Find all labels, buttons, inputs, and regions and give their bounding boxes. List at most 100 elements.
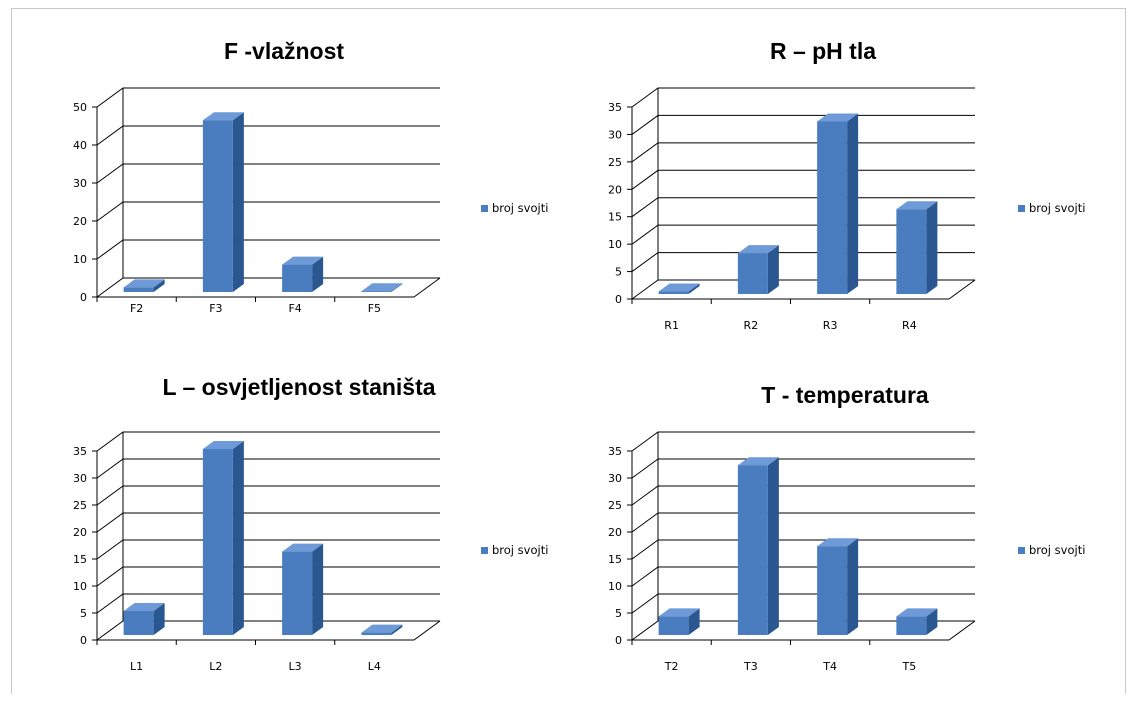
bar-top [202,441,244,449]
legend-label: broj svojti [492,543,548,557]
legend: broj svojti [481,543,548,557]
gridline [96,566,440,587]
gridline [631,142,975,163]
floor-right-edge [948,620,976,641]
y-tick-label: 40 [73,139,87,152]
bar-side [232,112,244,292]
bar-side [312,256,324,292]
bar-top [817,113,859,122]
gridline [631,87,975,108]
bar-front [817,121,848,294]
floor-right-edge [413,277,441,298]
gridline [96,163,440,184]
bar-front [361,632,392,635]
legend-label: broj svojti [1029,543,1085,557]
bar-top [282,543,324,552]
gridline [96,512,440,533]
y-tick-label: 15 [608,553,622,566]
bar-side [926,608,938,635]
x-tick-label: T4 [822,660,837,673]
x-tick-label: L4 [368,660,381,673]
bar-T4 [817,538,859,635]
y-tick-label: 0 [615,293,622,306]
legend: broj svojti [1018,543,1085,557]
legend-marker [481,205,488,212]
bar-front [817,546,848,635]
y-tick-label: 30 [608,128,622,141]
chart-4: T - temperatura 0 5 10 15 20 25 30 35 T2 T3 T4 T5 bro… [608,382,1085,673]
floor-right-edge [413,620,441,641]
gridline [96,125,440,146]
legend-label: broj svojti [1029,201,1085,215]
bar-T2 [658,608,700,635]
bar-front [658,616,689,635]
bar-side [847,538,859,635]
gridline [96,539,440,560]
bar-side [153,603,165,635]
bar-front [202,449,233,635]
x-tick-label: L2 [209,660,222,673]
gridline [96,87,440,108]
bar-top [737,457,779,466]
chart-2: R – pH tla 0 5 10 15 20 25 30 35 R1 R2 R3 R4 broj svo… [608,38,1085,332]
y-tick-label: 10 [608,580,622,593]
bar-front [123,611,154,635]
y-tick-label: 10 [608,238,622,251]
bar-front [361,291,392,292]
bar-side [847,113,859,294]
bar-L3 [282,543,324,635]
bar-front [896,209,927,294]
legend-label: broj svojti [492,201,548,215]
y-tick-label: 30 [73,472,87,485]
y-tick-label: 25 [73,499,87,512]
x-tick-label: T5 [902,660,917,673]
bar-side [312,543,324,635]
x-tick-label: F4 [288,302,301,315]
legend: broj svojti [481,201,548,215]
figure-frame [11,8,1126,694]
bar-T3 [737,457,779,635]
y-tick-label: 15 [608,211,622,224]
bar-front [123,287,154,292]
chart-1: F -vlažnost 0 10 20 30 40 50 F2 F3 F4 F5 broj svojt… [73,38,548,315]
gridline [96,458,440,479]
y-tick-label: 25 [608,499,622,512]
floor-right-edge [948,279,976,300]
bar-front [282,264,313,292]
bar-top [658,608,700,617]
bar-side [767,245,779,294]
gridline [96,201,440,222]
bar-side [767,457,779,635]
chart-title: F -vlažnost [224,38,344,64]
x-tick-label: L1 [130,660,143,673]
bar-R3 [817,113,859,294]
bar-side [688,283,700,294]
y-tick-label: 5 [615,607,622,620]
x-tick-label: F5 [368,302,381,315]
bar-F3 [202,112,244,292]
gridline [631,485,975,506]
legend-marker [481,547,488,554]
bar-top [896,608,938,617]
y-tick-label: 0 [80,291,87,304]
bar-side [153,279,165,292]
gridline [96,431,440,452]
legend-marker [1018,205,1025,212]
y-tick-label: 30 [608,472,622,485]
y-tick-label: 15 [73,553,87,566]
bar-front [737,253,768,294]
y-tick-label: 5 [80,607,87,620]
bar-R1 [658,283,700,294]
bar-front [282,551,313,635]
y-tick-label: 35 [73,445,87,458]
bar-top [202,112,244,121]
bar-top [737,245,779,254]
x-tick-label: R2 [744,319,759,332]
x-tick-label: T2 [664,660,679,673]
y-tick-label: 25 [608,156,622,169]
bar-F4 [282,256,324,292]
bar-side [926,201,938,294]
x-tick-label: F3 [209,302,222,315]
bar-top [896,201,938,210]
gridline [631,539,975,560]
